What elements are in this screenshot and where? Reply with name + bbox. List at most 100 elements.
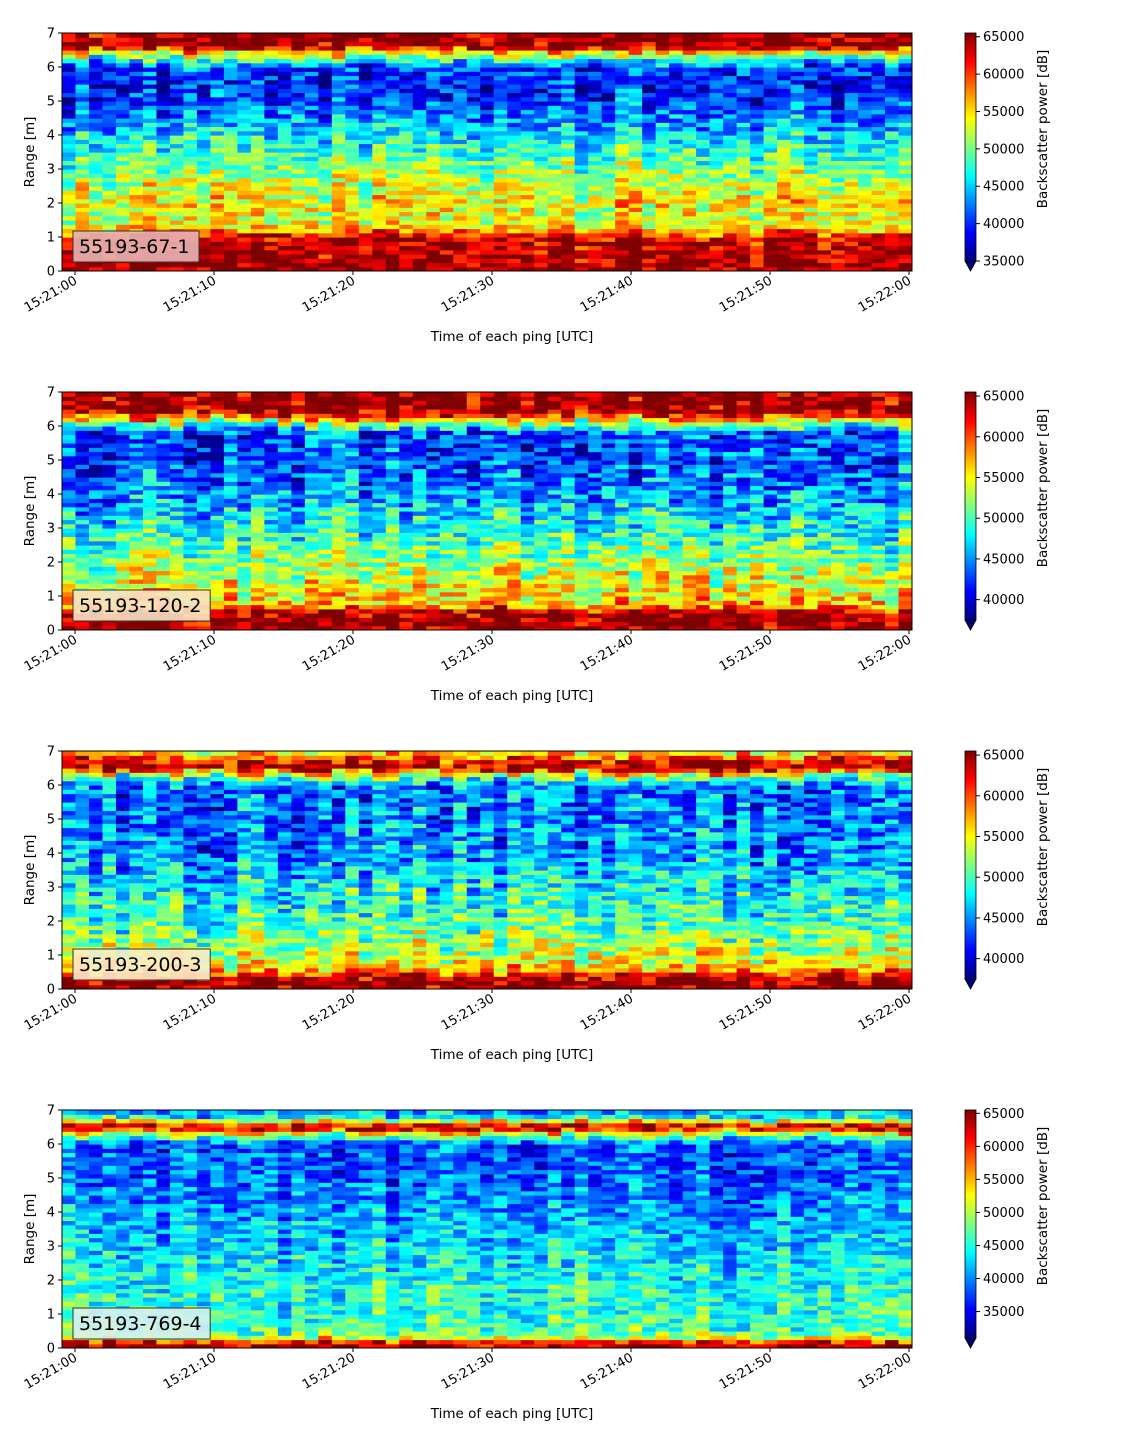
heatmap-cell: [237, 224, 251, 229]
heatmap-cell: [332, 435, 346, 440]
heatmap-cell: [156, 452, 170, 457]
heatmap-cell: [386, 605, 400, 610]
heatmap-cell: [480, 241, 494, 246]
heatmap-cell: [561, 224, 575, 229]
heatmap-cell: [413, 229, 427, 234]
heatmap-cell: [683, 263, 697, 268]
heatmap-cell: [129, 114, 143, 119]
heatmap-cell: [885, 54, 899, 59]
heatmap-cell: [386, 473, 400, 478]
heatmap-cell: [278, 524, 292, 529]
heatmap-cell: [170, 520, 184, 525]
heatmap-cell: [183, 452, 197, 457]
heatmap-cell: [237, 558, 251, 563]
heatmap-cell: [386, 409, 400, 414]
heatmap-cell: [251, 562, 265, 567]
heatmap-cell: [777, 195, 791, 200]
heatmap-cell: [197, 33, 211, 38]
heatmap-cell: [170, 76, 184, 81]
heatmap-cell: [62, 50, 76, 55]
heatmap-cell: [737, 237, 751, 242]
heatmap-cell: [602, 59, 616, 64]
heatmap-cell: [278, 401, 292, 406]
heatmap-cell: [467, 37, 481, 42]
heatmap-cell: [291, 97, 305, 102]
heatmap-cell: [89, 135, 103, 140]
heatmap-cell: [561, 263, 575, 268]
heatmap-cell: [507, 50, 521, 55]
heatmap-cell: [413, 118, 427, 123]
heatmap-cell: [332, 84, 346, 89]
heatmap-cell: [291, 545, 305, 550]
heatmap-cell: [305, 405, 319, 410]
heatmap-cell: [305, 413, 319, 418]
heatmap-cell: [480, 207, 494, 212]
heatmap-cell: [521, 250, 535, 255]
heatmap-cell: [656, 135, 670, 140]
heatmap-cell: [750, 263, 764, 268]
heatmap-cell: [642, 233, 656, 238]
heatmap-cell: [264, 144, 278, 149]
heatmap-cell: [683, 237, 697, 242]
heatmap-cell: [102, 152, 116, 157]
heatmap-cell: [210, 127, 224, 132]
heatmap-cell: [183, 186, 197, 191]
heatmap-cell: [521, 139, 535, 144]
heatmap-cell: [224, 596, 238, 601]
heatmap-cell: [210, 575, 224, 580]
heatmap-cell: [291, 169, 305, 174]
heatmap-cell: [237, 76, 251, 81]
heatmap-cell: [831, 148, 845, 153]
heatmap-cell: [534, 220, 548, 225]
heatmap-cell: [764, 178, 778, 183]
heatmap-cell: [399, 579, 413, 584]
heatmap-cell: [467, 42, 481, 47]
heatmap-cell: [318, 554, 332, 559]
heatmap-cell: [251, 169, 265, 174]
heatmap-cell: [818, 169, 832, 174]
heatmap-cell: [237, 596, 251, 601]
heatmap-cell: [318, 464, 332, 469]
heatmap-cell: [885, 71, 899, 76]
heatmap-cell: [264, 600, 278, 605]
heatmap-cell: [359, 520, 373, 525]
heatmap-cell: [521, 127, 535, 132]
heatmap-cell: [278, 613, 292, 618]
heatmap-cell: [575, 59, 589, 64]
heatmap-cell: [278, 622, 292, 627]
heatmap-cell: [777, 42, 791, 47]
heatmap-cell: [777, 203, 791, 208]
heatmap-cell: [251, 473, 265, 478]
heatmap-cell: [588, 110, 602, 115]
heatmap-cell: [885, 195, 899, 200]
heatmap-cell: [129, 199, 143, 204]
heatmap-cell: [413, 105, 427, 110]
heatmap-cell: [170, 33, 184, 38]
heatmap-cell: [413, 186, 427, 191]
heatmap-cell: [102, 520, 116, 525]
heatmap-cell: [372, 152, 386, 157]
heatmap-cell: [62, 46, 76, 51]
heatmap-cell: [575, 135, 589, 140]
heatmap-cell: [804, 182, 818, 187]
heatmap-cell: [723, 246, 737, 251]
heatmap-cell: [210, 583, 224, 588]
heatmap-cell: [251, 528, 265, 533]
heatmap-cell: [467, 229, 481, 234]
heatmap-cell: [480, 131, 494, 136]
heatmap-cell: [480, 101, 494, 106]
heatmap-cell: [305, 84, 319, 89]
heatmap-cell: [791, 233, 805, 238]
heatmap-cell: [372, 76, 386, 81]
heatmap-cell: [440, 241, 454, 246]
heatmap-cell: [723, 122, 737, 127]
heatmap-cell: [791, 135, 805, 140]
heatmap-cell: [399, 54, 413, 59]
heatmap-cell: [561, 67, 575, 72]
heatmap-cell: [858, 169, 872, 174]
heatmap-cell: [345, 254, 359, 259]
heatmap-cell: [710, 59, 724, 64]
heatmap-cell: [372, 186, 386, 191]
heatmap-cell: [899, 54, 913, 59]
heatmap-cell: [183, 571, 197, 576]
